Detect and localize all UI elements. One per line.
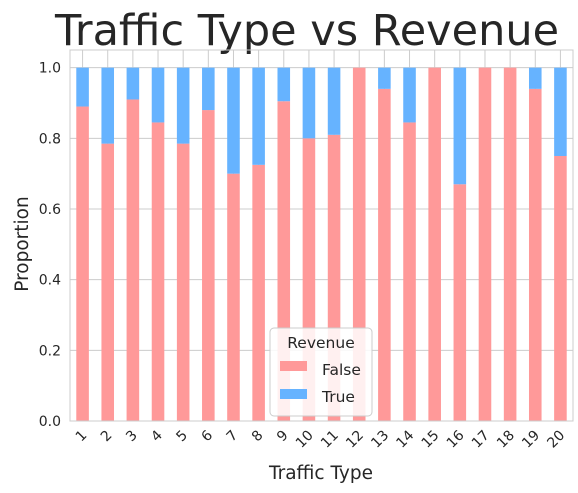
bar-segment-true-type-9 <box>277 67 291 102</box>
bar-segment-true-type-8 <box>252 67 265 165</box>
x-tick-label: 6 <box>199 427 217 445</box>
plot-frame <box>69 49 574 422</box>
bar-segment-false-type-13 <box>378 88 391 421</box>
x-tick-label: 3 <box>123 428 141 446</box>
legend-swatch-false <box>280 361 307 371</box>
legend-label-true: True <box>321 388 355 406</box>
x-tick-label: 15 <box>419 428 443 452</box>
x-tick-label: 4 <box>148 427 166 445</box>
y-tick-label: 0.4 <box>39 273 61 289</box>
bar-segment-true-type-3 <box>126 67 140 100</box>
legend-label-false: False <box>322 361 361 379</box>
bar-segment-false-type-8 <box>252 164 265 422</box>
y-tick-label: 0.6 <box>39 202 61 218</box>
x-tick-label: 13 <box>368 428 392 452</box>
bar-segment-false-type-20 <box>554 156 567 421</box>
legend-title: Revenue <box>287 334 355 352</box>
bar-segment-false-type-19 <box>528 88 542 421</box>
legend-swatch-true <box>280 389 307 399</box>
bar-segment-false-type-16 <box>453 184 467 421</box>
x-tick-label: 12 <box>343 428 367 452</box>
x-axis-label: Traffic Type <box>268 463 373 484</box>
y-tick-label: 0.8 <box>39 131 61 147</box>
bar-segment-false-type-18 <box>503 67 517 422</box>
x-tick-labels: 1 2 3 4 5 6 7 8 9 10 11 12 13 14 15 16 17 18 19 20 <box>73 427 568 451</box>
bar-segment-true-type-5 <box>176 67 190 144</box>
x-tick-label: 8 <box>249 428 267 446</box>
x-tick-label: 18 <box>494 428 518 452</box>
bar-segment-true-type-2 <box>101 67 115 144</box>
bar-segment-true-type-6 <box>202 67 215 111</box>
bar-segment-true-type-11 <box>327 67 341 135</box>
legend: Revenue False True <box>269 327 373 417</box>
bar-segment-false-type-2 <box>101 143 115 421</box>
bar-segment-true-type-14 <box>403 67 416 123</box>
bar-segment-true-type-7 <box>227 67 240 174</box>
x-tick-label: 5 <box>173 428 191 446</box>
y-tick-label: 0.0 <box>39 414 61 430</box>
x-tick-label: 14 <box>393 427 417 451</box>
x-tick-label: 9 <box>274 428 292 446</box>
bar-segment-false-type-7 <box>227 173 240 421</box>
x-tick-label: 10 <box>293 428 317 452</box>
x-tick-label: 17 <box>469 428 493 452</box>
bars <box>76 67 567 422</box>
bar-segment-false-type-17 <box>478 67 492 422</box>
bar-segment-false-type-4 <box>151 122 165 421</box>
bar-segment-false-type-14 <box>403 122 416 421</box>
x-tick-label: 7 <box>224 428 242 446</box>
bar-segment-true-type-4 <box>151 67 165 123</box>
bar-segment-true-type-13 <box>378 67 391 89</box>
x-tick-label: 16 <box>444 427 468 451</box>
x-tick-label: 19 <box>519 428 543 452</box>
x-tick-label: 20 <box>544 428 568 452</box>
bar-segment-true-type-10 <box>302 67 316 139</box>
x-tick-label: 1 <box>73 428 91 446</box>
y-tick-label: 1.0 <box>39 61 61 77</box>
bar-segment-true-type-19 <box>528 67 542 89</box>
bar-segment-false-type-15 <box>428 67 441 422</box>
bar-segment-false-type-6 <box>202 110 215 422</box>
y-tick-label: 0.2 <box>39 343 61 359</box>
y-tick-labels: 0.0 0.2 0.4 0.6 0.8 1.0 <box>39 61 61 430</box>
bar-segment-false-type-3 <box>126 99 140 421</box>
bar-segment-false-type-1 <box>76 106 89 422</box>
x-tick-label: 11 <box>318 428 342 452</box>
bar-segment-true-type-20 <box>554 67 567 156</box>
chart-title: Traffic Type vs Revenue <box>54 6 559 56</box>
x-tick-label: 2 <box>98 428 116 446</box>
y-axis-label: Proportion <box>12 196 33 291</box>
bar-segment-true-type-16 <box>453 67 467 185</box>
bar-segment-true-type-1 <box>76 67 89 107</box>
bar-segment-false-type-5 <box>176 143 190 421</box>
